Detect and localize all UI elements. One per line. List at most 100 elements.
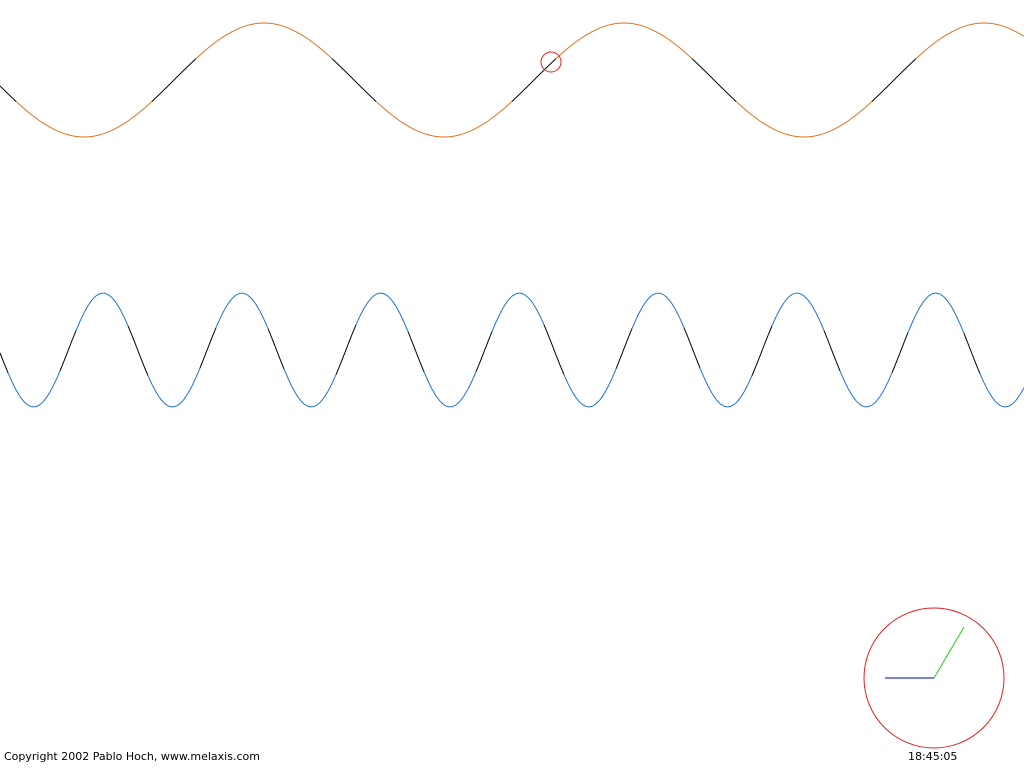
fast-wave-segment <box>195 367 201 378</box>
fast-wave-segment <box>355 315 361 326</box>
fast-wave-segment <box>119 308 125 318</box>
fast-wave-segment <box>619 348 625 360</box>
fast-wave-segment <box>891 362 897 374</box>
slow-wave-segment <box>431 135 437 137</box>
slow-wave-segment <box>119 123 125 127</box>
slow-wave-segment <box>207 44 213 49</box>
fast-wave-segment <box>143 365 149 376</box>
slow-wave-segment <box>635 23 641 26</box>
fast-wave-segment <box>507 295 513 301</box>
fast-wave-segment <box>803 295 809 301</box>
slow-wave-segment <box>1015 31 1021 35</box>
fast-wave-segment <box>535 308 541 317</box>
slow-wave-segment <box>767 125 773 129</box>
slow-wave-segment <box>71 135 77 137</box>
slow-wave-segment <box>783 133 789 136</box>
fast-wave-segment <box>91 295 97 301</box>
fast-wave-segment <box>591 403 597 407</box>
fast-wave-segment <box>659 292 665 296</box>
fast-wave-segment <box>939 293 945 298</box>
fast-wave-segment <box>467 380 473 390</box>
slow-wave-segment <box>675 44 681 49</box>
fast-wave-segment <box>703 377 709 387</box>
fast-wave-segment <box>575 397 581 403</box>
slow-wave-segment <box>915 54 921 60</box>
slow-wave-segment <box>703 69 709 75</box>
slow-wave-segment <box>511 97 517 102</box>
fast-wave-segment <box>387 295 393 301</box>
slow-wave-segment <box>179 69 185 75</box>
slow-wave-segment <box>775 129 781 133</box>
fast-wave-segment <box>731 402 737 407</box>
slow-wave-segment <box>791 135 797 137</box>
fast-wave-segment <box>663 294 669 299</box>
fast-wave-segment <box>1019 387 1024 395</box>
slow-wave-segment <box>0 85 5 91</box>
slow-wave-segment <box>603 24 609 27</box>
slow-wave-segment <box>831 127 837 131</box>
fast-wave <box>0 292 1024 408</box>
slow-wave-segment <box>891 77 897 83</box>
fast-wave-segment <box>1015 394 1021 401</box>
fast-wave-segment <box>695 357 701 369</box>
slow-wave-segment <box>315 44 321 49</box>
fast-wave-segment <box>427 380 433 390</box>
fast-wave-segment <box>303 403 309 407</box>
slow-wave-segment <box>571 41 577 46</box>
fast-wave-segment <box>819 321 825 331</box>
fast-wave-segment <box>275 348 281 360</box>
fast-wave-segment <box>299 399 305 405</box>
slow-wave-segment <box>335 62 341 67</box>
fast-wave-segment <box>139 355 145 367</box>
slow-wave-segment <box>539 69 545 75</box>
slow-wave-segment <box>707 73 713 79</box>
fast-wave-segment <box>315 402 321 407</box>
slow-wave-segment <box>299 33 305 37</box>
fast-wave-segment <box>639 304 645 312</box>
slow-wave-segment <box>355 81 361 87</box>
fast-wave-segment <box>631 319 637 329</box>
fast-wave-segment <box>343 344 349 356</box>
fast-wave-segment <box>407 331 413 342</box>
slow-wave-segment <box>691 58 697 63</box>
slow-wave-segment <box>23 108 29 113</box>
slow-wave-segment <box>883 85 889 91</box>
fast-wave-segment <box>3 362 9 374</box>
slow-wave-segment <box>39 120 45 125</box>
fast-wave-segment <box>203 347 209 359</box>
slow-wave-segment <box>895 73 901 79</box>
fast-wave-segment <box>647 294 653 300</box>
fast-wave-segment <box>103 292 109 295</box>
fast-wave-segment <box>503 300 509 307</box>
slow-wave-segment <box>275 23 281 26</box>
slow-wave-segment <box>583 33 589 37</box>
slow-wave-segment <box>607 23 613 26</box>
slow-wave-segment <box>111 127 117 131</box>
fast-wave-segment <box>903 332 909 343</box>
fast-wave-segment <box>699 367 705 378</box>
slow-wave-segment <box>135 111 141 116</box>
slow-wave-segment <box>735 100 741 106</box>
fast-wave-segment <box>39 400 45 405</box>
fast-wave-segment <box>707 385 713 394</box>
fast-wave-segment <box>131 335 137 346</box>
slow-wave-segment <box>563 47 569 52</box>
slow-wave-segment <box>363 89 369 95</box>
fast-wave-segment <box>307 405 313 408</box>
fast-wave-segment <box>479 351 485 363</box>
slow-wave-segment <box>311 41 317 46</box>
fast-wave-segment <box>23 401 29 406</box>
slow-wave-segment <box>567 44 573 49</box>
fast-wave-segment <box>255 304 261 312</box>
fast-wave-segment <box>1007 403 1013 407</box>
fast-wave-segment <box>231 294 237 299</box>
fast-wave-segment <box>811 305 817 314</box>
slow-wave-segment <box>415 129 421 133</box>
slow-wave-segment <box>907 62 913 67</box>
fast-wave-segment <box>403 321 409 332</box>
fast-wave-segment <box>771 316 777 326</box>
slow-wave-segment <box>611 23 617 25</box>
fast-wave-segment <box>339 354 345 366</box>
fast-wave-segment <box>175 403 181 407</box>
fast-wave-segment <box>511 293 517 297</box>
